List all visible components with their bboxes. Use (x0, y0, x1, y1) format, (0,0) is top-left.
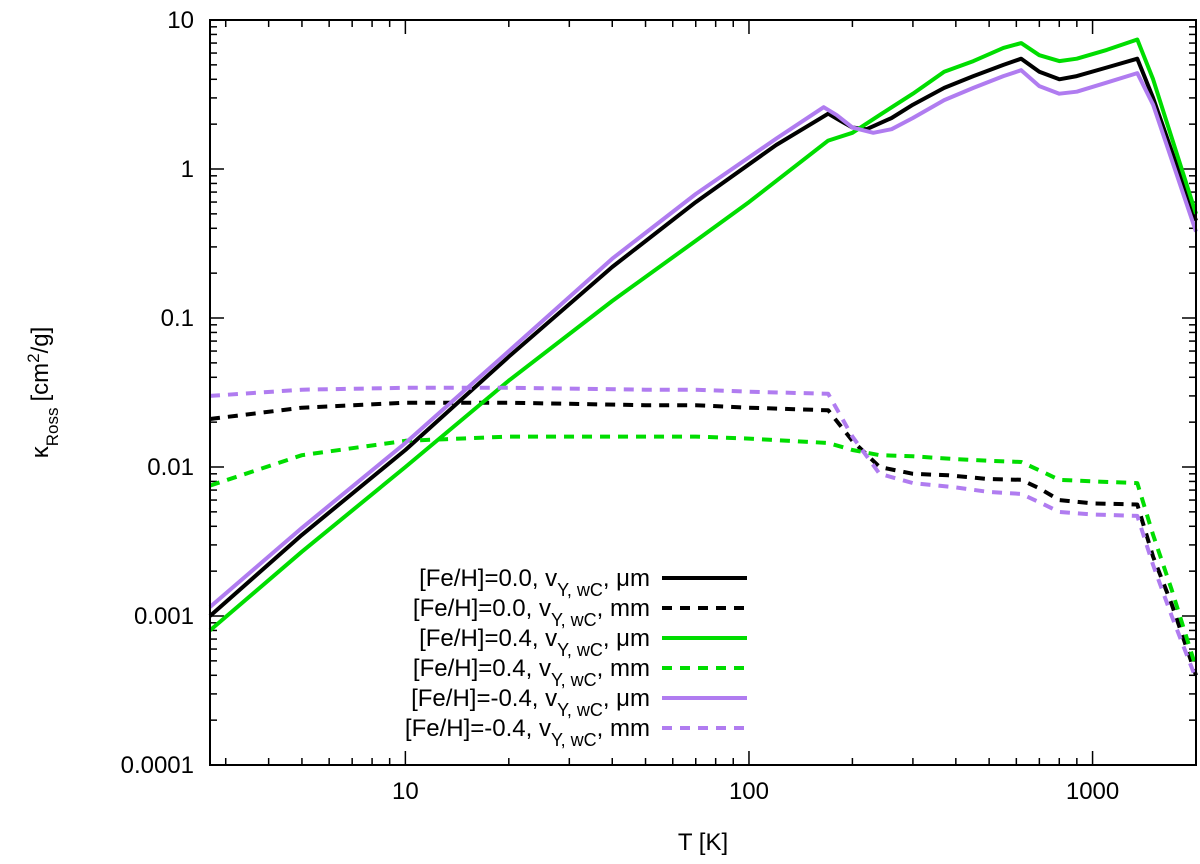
y-tick-label: 1 (181, 156, 194, 183)
series-layer (208, 37, 1198, 680)
y-axis-label: κRoss [cm2/g] (24, 327, 62, 459)
x-axis-label: T [K] (678, 829, 728, 856)
x-tick-label: 100 (729, 778, 769, 805)
series-line-5 (208, 68, 1198, 609)
x-tick-label: 1000 (1066, 778, 1119, 805)
y-axis-label-base: κ (27, 445, 54, 458)
legend-label: [Fe/H]=0.4, vY, wC, mm (413, 655, 650, 690)
x-tick-label: 10 (392, 778, 419, 805)
legend-label: [Fe/H]=-0.4, vY, wC, μm (411, 685, 650, 720)
y-axis-label-unit: [cm (27, 363, 54, 402)
y-axis-label-unit-sup: 2 (24, 353, 43, 362)
series-line-1 (208, 56, 1198, 618)
plot-frame (209, 19, 1197, 766)
series-line-6 (209, 385, 1198, 680)
series-line-2 (209, 400, 1198, 676)
y-axis-label-unit-end: /g] (27, 327, 54, 354)
legend-label: [Fe/H]=0.0, vY, wC, mm (413, 595, 650, 630)
y-tick-label: 10 (167, 7, 194, 34)
legend-label: [Fe/H]=-0.4, vY, wC, mm (405, 715, 650, 750)
series-line-3 (208, 37, 1198, 632)
y-tick-label: 0.01 (147, 454, 194, 481)
series-line-4 (209, 434, 1198, 669)
y-tick-label: 0.0001 (121, 752, 194, 779)
legend-label: [Fe/H]=0.0, vY, wC, μm (419, 565, 650, 600)
tick-labels: 10 100 1000 10 1 0.1 0.01 0.001 0.0001 (121, 7, 1120, 805)
axis-ticks (210, 19, 1197, 766)
y-axis-label-sub: Ross (43, 408, 62, 447)
y-tick-label: 0.001 (134, 603, 194, 630)
legend: [Fe/H]=0.0, vY, wC, μm[Fe/H]=0.0, vY, wC… (405, 565, 747, 750)
legend-label: [Fe/H]=0.4, vY, wC, μm (419, 625, 650, 660)
y-tick-label: 0.1 (161, 305, 194, 332)
